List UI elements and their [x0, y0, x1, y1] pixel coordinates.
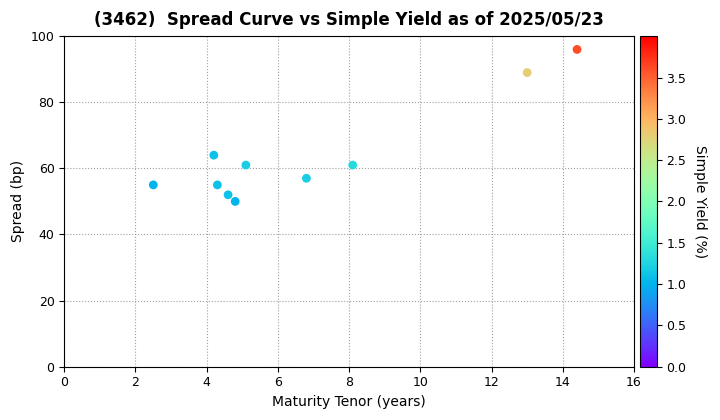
X-axis label: Maturity Tenor (years): Maturity Tenor (years): [272, 395, 426, 409]
Point: [301, 175, 312, 181]
Point: [222, 192, 234, 198]
Point: [347, 162, 359, 168]
Point: [571, 46, 582, 53]
Point: [521, 69, 533, 76]
Y-axis label: Simple Yield (%): Simple Yield (%): [693, 145, 707, 258]
Point: [212, 181, 223, 188]
Title: (3462)  Spread Curve vs Simple Yield as of 2025/05/23: (3462) Spread Curve vs Simple Yield as o…: [94, 11, 604, 29]
Point: [148, 181, 159, 188]
Y-axis label: Spread (bp): Spread (bp): [11, 160, 25, 242]
Point: [240, 162, 251, 168]
Point: [208, 152, 220, 158]
Point: [230, 198, 241, 205]
